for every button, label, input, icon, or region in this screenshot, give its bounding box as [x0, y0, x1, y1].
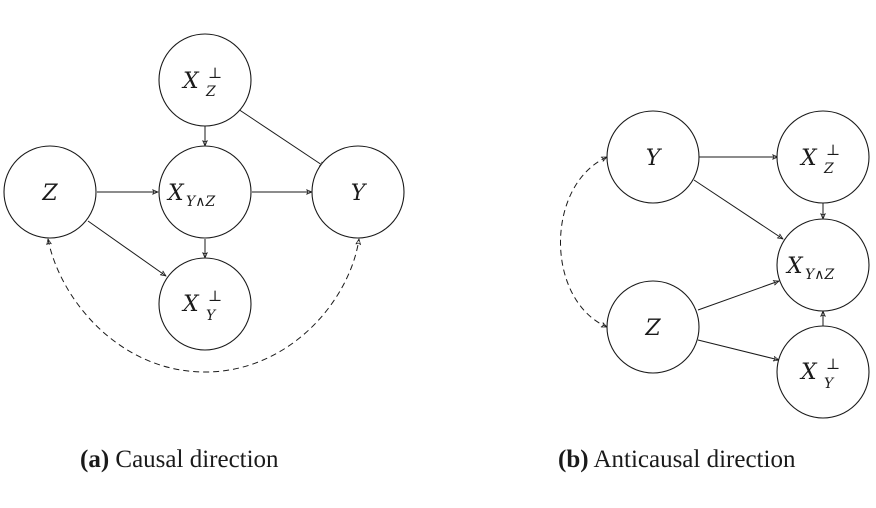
- node-b-x-perp-z-base: X: [799, 146, 818, 171]
- edge-a-z-y-confounding: [48, 239, 359, 373]
- node-b-z: Z: [606, 280, 700, 374]
- edge-a-xz-to-y: [237, 108, 325, 167]
- node-a-y-label: Y: [351, 181, 368, 206]
- node-b-z-label: Z: [644, 316, 661, 341]
- caption-b-tag: (b): [558, 446, 589, 473]
- caption-b: (b) Anticausal direction: [558, 446, 795, 474]
- panel-b-edges: [560, 156, 824, 360]
- node-a-x-perp-z-base: X: [181, 69, 200, 94]
- node-b-x-perp-y: X ⊥ Y: [776, 325, 870, 419]
- edge-b-y-z-confounding: [560, 156, 608, 328]
- caption-a-text: Causal direction: [115, 446, 279, 473]
- node-b-x-perp-y-base: X: [799, 360, 818, 385]
- node-b-x-y-and-z-base: X: [785, 254, 804, 279]
- edge-a-z-to-xy: [87, 220, 166, 276]
- node-a-z: Z: [3, 145, 97, 239]
- node-b-x-perp-z-sub: Z: [823, 161, 834, 177]
- node-a-x-perp-y-base: X: [181, 292, 200, 317]
- node-a-x-y-and-z: X Y∧Z: [158, 145, 252, 239]
- caption-a: (a) Causal direction: [80, 446, 279, 474]
- node-b-x-perp-y-sub: Y: [824, 376, 835, 392]
- edge-b-z-to-xy: [697, 339, 779, 360]
- node-a-x-perp-y: X ⊥ Y: [158, 257, 252, 351]
- node-a-x-perp-z-sup: ⊥: [208, 64, 222, 82]
- node-a-z-label: Z: [41, 181, 58, 206]
- node-b-y: Y: [606, 110, 700, 204]
- caption-b-text: Anticausal direction: [593, 446, 796, 473]
- edge-b-z-to-xyz: [697, 281, 779, 311]
- node-a-x-perp-z: X ⊥ Z: [158, 33, 252, 127]
- node-b-x-perp-z-sup: ⊥: [826, 141, 840, 159]
- node-b-x-perp-z: X ⊥ Z: [776, 110, 870, 204]
- node-b-x-y-and-z: X Y∧Z: [776, 218, 870, 312]
- node-a-x-perp-z-sub: Z: [205, 84, 216, 100]
- node-b-x-y-and-z-sub: Y∧Z: [805, 267, 834, 283]
- node-b-y-label: Y: [646, 146, 663, 171]
- node-b-x-perp-y-sup: ⊥: [826, 355, 840, 373]
- node-a-x-perp-y-sup: ⊥: [208, 287, 222, 305]
- edge-b-y-to-xyz: [693, 179, 783, 239]
- caption-a-tag: (a): [80, 446, 110, 473]
- node-a-x-y-and-z-base: X: [166, 181, 185, 206]
- node-a-y: Y: [311, 145, 405, 239]
- node-a-x-perp-y-sub: Y: [206, 308, 217, 324]
- panel-a-edges: [48, 108, 359, 373]
- node-a-x-y-and-z-sub: Y∧Z: [186, 194, 215, 210]
